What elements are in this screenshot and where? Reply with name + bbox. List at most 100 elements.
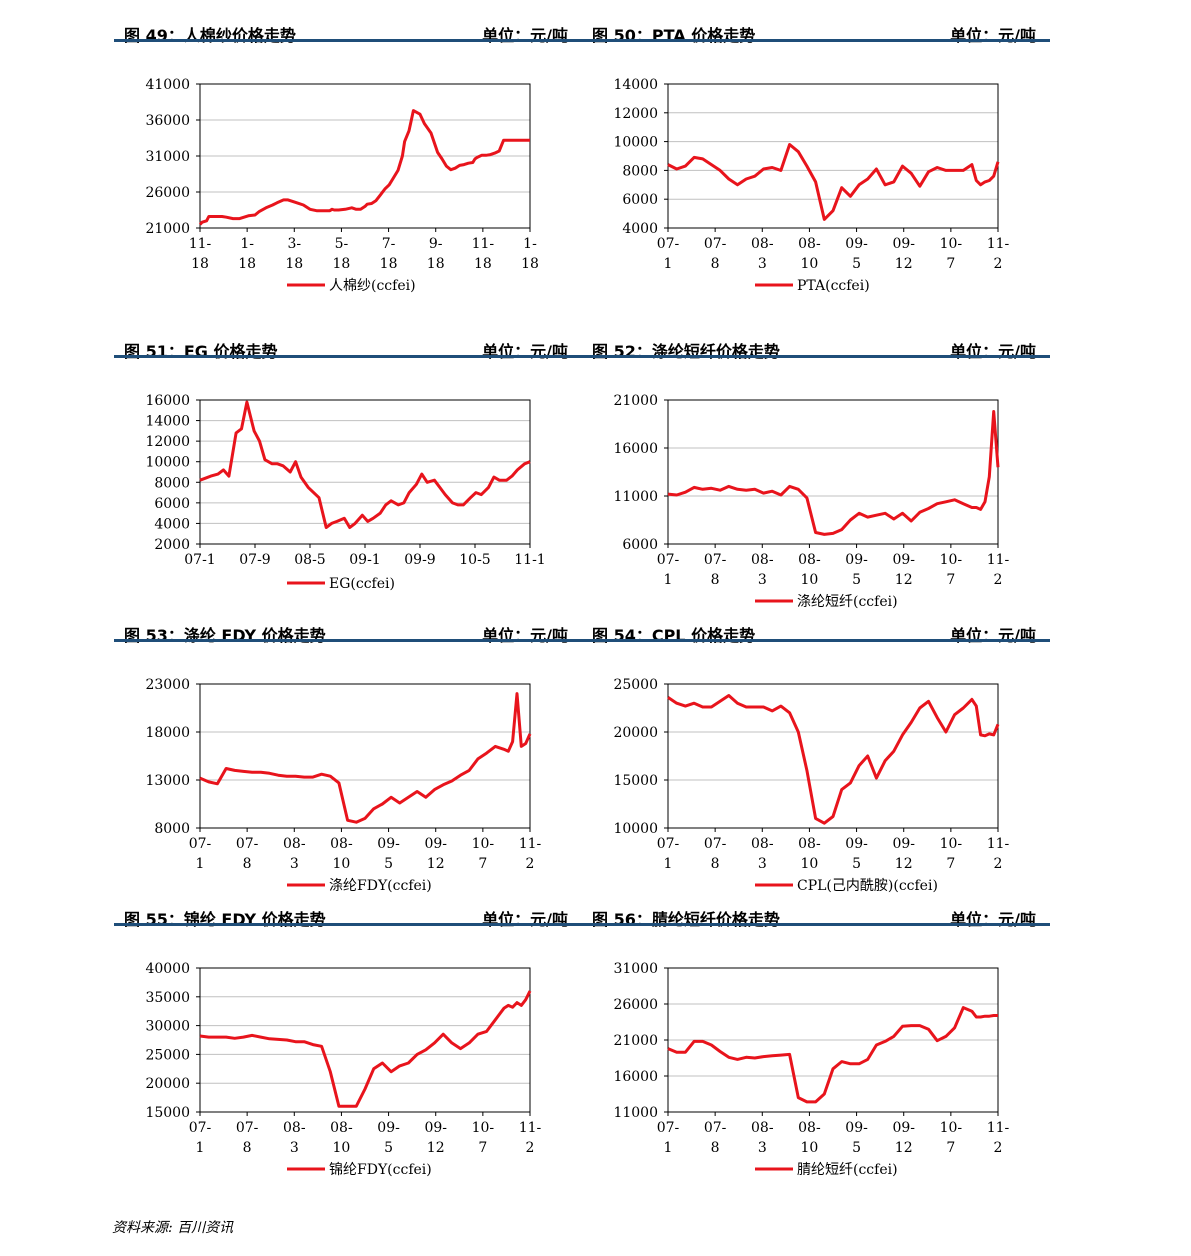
x-tick-label: 5-: [335, 236, 349, 252]
x-tick-label: 3: [758, 572, 767, 588]
header-rule: [582, 639, 1050, 642]
legend-label: 涤纶FDY(ccfei): [329, 878, 432, 894]
x-tick-label: 7: [946, 572, 955, 588]
x-tick-label: 10: [801, 572, 819, 588]
x-tick-label: 2: [994, 856, 1003, 872]
x-tick-label: 10: [801, 1140, 819, 1156]
x-tick-label: 10-: [940, 836, 963, 852]
x-tick-label: 08-5: [294, 552, 325, 568]
chart-header: 图 52：涤纶短纤价格走势 单位：元/吨: [582, 330, 1050, 361]
x-tick-label: 10: [333, 856, 351, 872]
plot-area: [667, 683, 999, 829]
chart-header: 图 49：人棉纱价格走势 单位：元/吨: [114, 14, 582, 45]
x-tick-label: 12: [895, 856, 913, 872]
x-tick-label: 5: [852, 256, 861, 272]
plot-area: [667, 399, 999, 545]
y-tick-label: 40000: [145, 961, 190, 977]
x-tick-label: 11-: [987, 236, 1010, 252]
x-tick-label: 07-: [704, 236, 727, 252]
y-tick-label: 20000: [145, 1076, 190, 1092]
x-tick-label: 07-: [657, 1120, 680, 1136]
y-tick-label: 16000: [145, 393, 190, 409]
x-tick-label: 2: [526, 856, 535, 872]
y-tick-label: 6000: [154, 496, 190, 512]
y-tick-label: 20000: [613, 725, 658, 741]
y-tick-label: 15000: [613, 773, 658, 789]
x-tick-label: 09-: [377, 1120, 400, 1136]
x-tick-label: 1-: [240, 236, 254, 252]
x-tick-label: 8: [711, 572, 720, 588]
x-tick-label: 08-: [751, 1120, 774, 1136]
chart-panel-54: 图 54：CPL 价格走势 单位：元/吨 10000 15000 20000 2500…: [582, 614, 1050, 894]
x-tick-label: 10: [801, 856, 819, 872]
x-tick-label: 10-: [472, 836, 495, 852]
x-tick-label: 07-9: [239, 552, 270, 568]
line-chart-53: 8000 13000 18000 23000 07- 1 07- 8 08- 3 08- 10 09- 5…: [145, 677, 541, 894]
y-tick-label: 11000: [613, 1105, 658, 1121]
chart-panel-50: 图 50：PTA 价格走势 单位：元/吨 4000 6000 8000 10000 12…: [582, 14, 1050, 294]
legend-label: 腈纶短纤(ccfei): [797, 1162, 898, 1178]
x-tick-label: 10-: [472, 1120, 495, 1136]
x-tick-label: 12: [427, 1140, 445, 1156]
x-tick-label: 5: [852, 856, 861, 872]
x-tick-label: 8: [711, 856, 720, 872]
x-tick-label: 3: [758, 256, 767, 272]
y-tick-label: 10000: [613, 135, 658, 151]
header-rule: [582, 355, 1050, 358]
series-line: [667, 1006, 998, 1104]
source-note: 资料来源: 百川资讯: [112, 1220, 234, 1236]
x-tick-label: 12: [427, 856, 445, 872]
x-tick-label: 07-: [657, 836, 680, 852]
x-tick-label: 12: [895, 1140, 913, 1156]
x-tick-label: 3: [290, 1140, 299, 1156]
x-tick-label: 18: [380, 256, 398, 272]
y-tick-label: 21000: [145, 221, 190, 237]
y-tick-label: 25000: [145, 1047, 190, 1063]
plot-area: [667, 83, 999, 229]
chart-header: 图 50：PTA 价格走势 单位：元/吨: [582, 14, 1050, 45]
x-tick-label: 7: [946, 856, 955, 872]
legend-label: 锦纶FDY(ccfei): [329, 1161, 432, 1178]
y-tick-label: 23000: [145, 677, 190, 693]
x-tick-label: 08-: [330, 1120, 353, 1136]
x-tick-label: 7: [478, 1140, 487, 1156]
y-tick-label: 10000: [613, 821, 658, 837]
x-tick-label: 7: [946, 1140, 955, 1156]
series-line: [667, 143, 1000, 221]
y-tick-label: 21000: [613, 393, 658, 409]
x-tick-label: 09-9: [404, 552, 435, 568]
x-tick-label: 08-: [330, 836, 353, 852]
x-tick-label: 18: [474, 256, 492, 272]
x-tick-label: 18: [285, 256, 303, 272]
x-tick-label: 5: [384, 856, 393, 872]
x-tick-label: 1: [196, 856, 205, 872]
y-tick-label: 18000: [145, 725, 190, 741]
chart-panel-55: 图 55：锦纶 FDY 价格走势 单位：元/吨 15000 20000 25000 3…: [114, 898, 582, 1178]
x-tick-label: 11-: [472, 236, 495, 252]
y-tick-label: 31000: [613, 961, 658, 977]
x-tick-label: 10-: [940, 236, 963, 252]
series-line: [667, 410, 1000, 536]
x-tick-label: 11-: [987, 552, 1010, 568]
x-tick-label: 08-: [798, 236, 821, 252]
x-tick-label: 2: [994, 572, 1003, 588]
line-chart-54: 10000 15000 20000 25000 07- 1 07- 8 08- 3 08- 10 09-…: [613, 677, 1009, 894]
series-line: [199, 400, 531, 529]
x-tick-label: 09-: [892, 236, 915, 252]
legend-label: PTA(ccfei): [797, 278, 870, 294]
chart-header: 图 51：EG 价格走势 单位：元/吨: [114, 330, 582, 361]
series-line: [199, 692, 532, 824]
y-tick-label: 26000: [145, 185, 190, 201]
series-line: [199, 990, 532, 1108]
header-rule: [582, 39, 1050, 42]
x-tick-label: 12: [895, 572, 913, 588]
x-tick-label: 8: [243, 856, 252, 872]
y-tick-label: 16000: [613, 1069, 658, 1085]
y-tick-label: 4000: [622, 221, 658, 237]
chart-panel-53: 图 53：涤纶 FDY 价格走势 单位：元/吨 8000 13000 18000 23…: [114, 614, 582, 894]
y-tick-label: 41000: [145, 77, 190, 93]
x-tick-label: 11-: [519, 1120, 542, 1136]
y-tick-label: 11000: [613, 489, 658, 505]
x-tick-label: 8: [711, 256, 720, 272]
x-tick-label: 18: [521, 256, 539, 272]
